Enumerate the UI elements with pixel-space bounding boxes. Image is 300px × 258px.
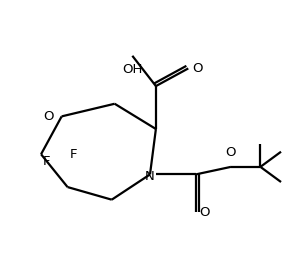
Text: O: O [199,206,210,219]
Text: O: O [226,147,236,159]
Text: F: F [70,148,77,161]
Text: O: O [43,110,54,123]
Text: F: F [43,155,51,168]
Text: N: N [145,171,155,183]
Text: OH: OH [122,63,142,76]
Text: O: O [192,62,202,75]
